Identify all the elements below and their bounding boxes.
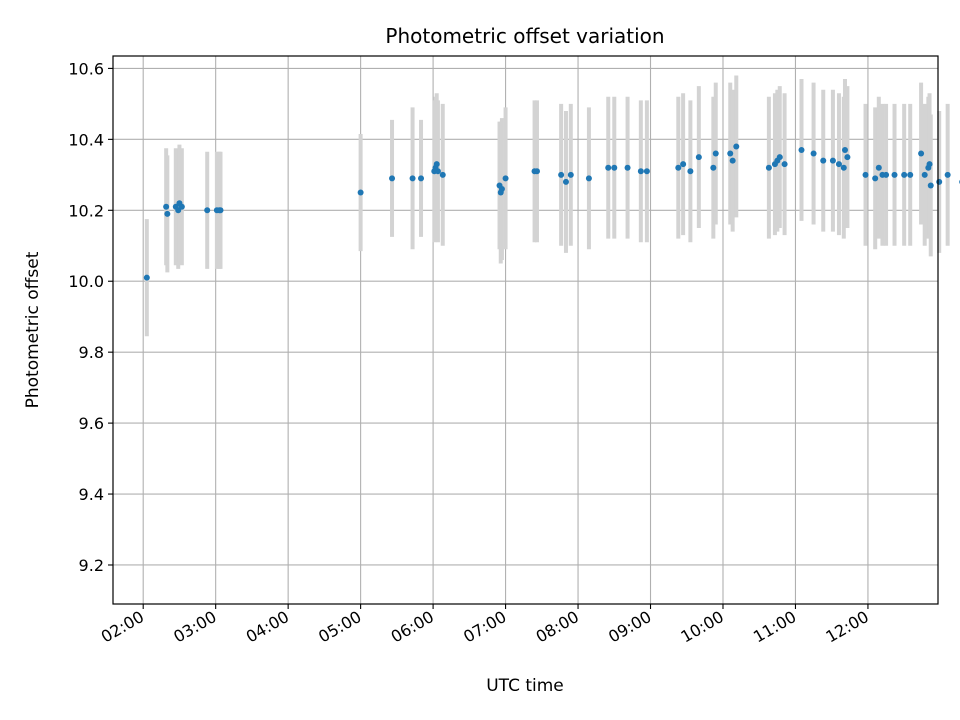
data-point: [533, 168, 540, 175]
y-tick-label: 10.6: [68, 59, 104, 78]
data-point: [918, 150, 925, 157]
data-point: [944, 171, 951, 178]
data-point: [733, 143, 740, 150]
data-point: [781, 161, 788, 168]
data-point: [687, 168, 694, 175]
data-point: [841, 146, 848, 153]
y-tick-label: 10.2: [68, 201, 104, 220]
data-point: [727, 150, 734, 157]
y-tick-label: 9.4: [79, 485, 104, 504]
data-point: [820, 157, 827, 164]
data-point: [695, 154, 702, 161]
data-point: [357, 189, 364, 196]
data-point: [907, 171, 914, 178]
y-tick-label: 9.6: [79, 414, 104, 433]
data-point: [502, 175, 509, 182]
data-point: [936, 178, 943, 185]
data-point: [680, 161, 687, 168]
data-point: [217, 207, 224, 214]
data-points: [143, 143, 960, 281]
data-point: [558, 171, 565, 178]
y-axis-title: Photometric offset: [23, 251, 43, 408]
data-point: [844, 154, 851, 161]
y-axis: 9.2 9.4 9.6 9.8 10.0 10.2 10.4 10.6: [68, 59, 113, 575]
data-point: [829, 157, 836, 164]
data-point: [710, 164, 717, 171]
data-point: [611, 164, 618, 171]
data-point: [835, 161, 842, 168]
chart-title: Photometric offset variation: [385, 24, 664, 48]
data-point: [643, 168, 650, 175]
data-point: [776, 154, 783, 161]
data-point: [178, 203, 185, 210]
data-point: [901, 171, 908, 178]
data-point: [567, 171, 574, 178]
data-point: [921, 171, 928, 178]
data-point: [143, 274, 150, 281]
data-point: [875, 164, 882, 171]
data-point: [389, 175, 396, 182]
data-point: [204, 207, 211, 214]
data-point: [163, 203, 170, 210]
data-point: [637, 168, 644, 175]
data-point: [798, 146, 805, 153]
data-point: [765, 164, 772, 171]
data-point: [498, 186, 505, 193]
data-point: [439, 171, 446, 178]
data-point: [562, 178, 569, 185]
data-point: [624, 164, 631, 171]
data-point: [433, 161, 440, 168]
data-point: [891, 171, 898, 178]
data-point: [810, 150, 817, 157]
data-point: [729, 157, 736, 164]
data-point: [883, 171, 890, 178]
x-axis-title: UTC time: [486, 676, 564, 696]
data-point: [927, 182, 934, 189]
data-point: [418, 175, 425, 182]
plot-frame: [112, 55, 939, 605]
data-point: [712, 150, 719, 157]
data-point: [164, 210, 171, 217]
y-tick-label: 10.4: [68, 130, 104, 149]
data-point: [585, 175, 592, 182]
data-point: [840, 164, 847, 171]
data-point: [434, 168, 441, 175]
y-tick-label: 9.2: [79, 556, 104, 575]
y-tick-label: 10.0: [68, 272, 104, 291]
data-point: [605, 164, 612, 171]
data-point: [862, 171, 869, 178]
data-point: [409, 175, 416, 182]
data-point: [675, 164, 682, 171]
data-point: [872, 175, 879, 182]
data-point: [926, 161, 933, 168]
y-tick-label: 9.8: [79, 343, 104, 362]
